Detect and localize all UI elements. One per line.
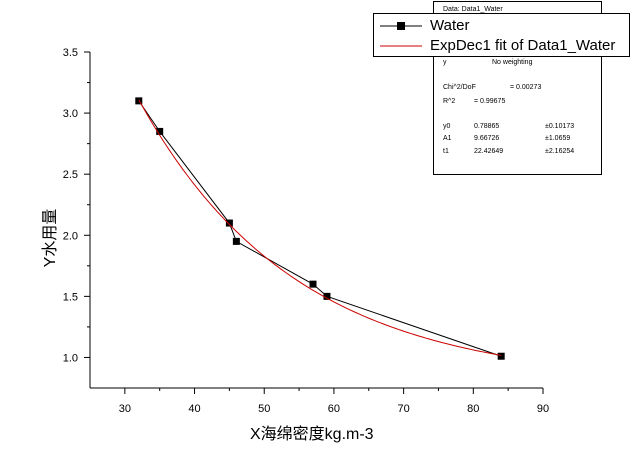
water-point	[232, 237, 240, 245]
legend-entry-water: Water	[378, 16, 628, 36]
fit-param-value: 22.42649	[474, 148, 504, 155]
fit-param-value: 0.78865	[474, 123, 500, 130]
water-point	[497, 352, 505, 360]
water-point	[309, 280, 317, 288]
fit-param-name: y0	[443, 123, 451, 130]
x-tick-label: 50	[258, 403, 270, 415]
legend-label-water: Water	[430, 17, 470, 34]
fit-report-weighting-label: y	[443, 59, 447, 66]
x-axis-label: X海绵密度kg.m-3	[250, 426, 374, 443]
x-tick-label: 60	[328, 403, 340, 415]
fit-curve	[138, 99, 502, 356]
fit-param-name: t1	[443, 148, 449, 155]
y-tick-label: 2.0	[63, 230, 78, 242]
fit-report-r2-value: = 0.99675	[474, 98, 506, 105]
fit-report-r2-label: R^2	[443, 98, 456, 105]
y-tick-label: 2.5	[63, 169, 78, 181]
fit-report-weighting-value: No weighting	[492, 59, 533, 66]
fit-param-error: ±1.0659	[545, 135, 571, 142]
legend-entry-fit: ExpDec1 fit of Data1_Water	[378, 36, 628, 56]
legend-symbol-fit	[380, 45, 422, 47]
legend: Water ExpDec1 fit of Data1_Water	[373, 13, 630, 57]
y-tick-label: 3.0	[63, 108, 78, 120]
x-tick-label: 70	[397, 403, 409, 415]
legend-label-fit: ExpDec1 fit of Data1_Water	[430, 37, 616, 54]
y-tick-label: 1.0	[63, 352, 78, 364]
fit-param-error: ±0.10173	[545, 123, 575, 130]
fit-report-chi2-label: Chi^2/DoF	[443, 84, 476, 91]
fit-param-name: A1	[443, 135, 452, 142]
x-tick-label: 80	[467, 403, 479, 415]
x-tick-label: 90	[537, 403, 549, 415]
water-point	[135, 97, 143, 105]
x-tick-label: 30	[119, 403, 131, 415]
fit-report-chi2-value: = 0.00273	[510, 84, 542, 91]
legend-symbol-water	[380, 22, 422, 30]
series-water	[135, 97, 505, 360]
axes	[89, 52, 543, 389]
y-axis-label-text: Y水用量	[42, 208, 59, 268]
water-point	[156, 127, 164, 135]
water-point	[323, 292, 331, 300]
tick-labels: 30 40 50 60 70 80 90 1.0 1.5 2.0 2.5 3.0 3.5	[63, 47, 549, 415]
fit-report-header: Data: Data1_Water	[443, 6, 503, 13]
y-tick-label: 3.5	[63, 47, 78, 59]
y-tick-label: 1.5	[63, 291, 78, 303]
tick-marks	[84, 51, 544, 394]
series-fit	[138, 99, 502, 356]
fit-param-value: 9.66726	[474, 135, 500, 142]
x-tick-label: 40	[188, 403, 200, 415]
fit-param-error: ±2.16254	[545, 148, 575, 155]
water-point	[225, 219, 233, 227]
